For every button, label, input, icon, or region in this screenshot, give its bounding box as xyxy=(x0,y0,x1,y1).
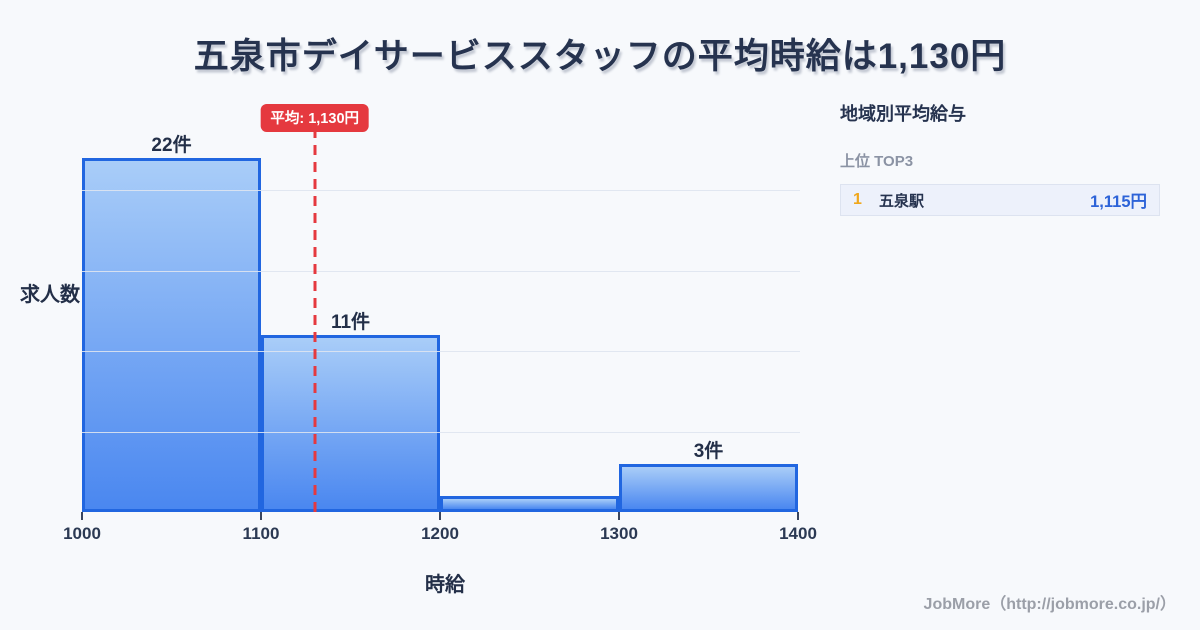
ranking-title: 地域別平均給与 xyxy=(840,104,966,124)
x-axis-label: 時給 xyxy=(425,574,465,596)
x-axis-tick xyxy=(797,512,799,520)
x-axis-tick-label: 1200 xyxy=(421,524,459,543)
ranking-subtitle: 上位 TOP3 xyxy=(840,153,914,170)
x-axis-tick xyxy=(618,512,620,520)
gridline xyxy=(82,190,800,191)
ranking-row: 1 五泉駅 1,115円 xyxy=(840,184,1160,216)
x-axis-tick xyxy=(260,512,262,520)
x-axis-tick-label: 1400 xyxy=(779,524,817,543)
gridline xyxy=(82,270,800,272)
x-axis-tick-label: 1300 xyxy=(600,524,638,543)
bar-count-label: 11件 xyxy=(330,311,371,333)
x-axis-tick xyxy=(439,512,441,520)
histogram-bar-3 xyxy=(619,463,798,512)
ranking-rows: 1 五泉駅 1,115円 xyxy=(840,184,1160,216)
histogram-bar-0 xyxy=(82,157,261,512)
bar-count-label: 22件 xyxy=(151,134,192,156)
rank-number: 1 xyxy=(853,191,862,208)
bar-count-label: 3件 xyxy=(693,440,724,462)
footer-credit: JobMore（http://jobmore.co.jp/） xyxy=(923,596,1176,613)
histogram-bar-2 xyxy=(440,495,619,512)
gridline xyxy=(82,351,800,352)
station-name: 五泉駅 xyxy=(879,192,925,210)
y-axis-label: 求人数 xyxy=(20,284,80,306)
region-ranking-panel: 地域別平均給与 上位 TOP3 1 五泉駅 1,115円 xyxy=(840,100,1160,216)
average-badge: 平均: 1,130円 xyxy=(260,104,370,132)
average-line xyxy=(313,128,317,512)
histogram-bar-1 xyxy=(261,334,440,512)
average-wage-value: 1,115円 xyxy=(1090,193,1147,211)
x-axis-tick xyxy=(81,512,83,520)
x-axis-tick-label: 1000 xyxy=(63,524,101,543)
gridline xyxy=(82,431,800,433)
page-title: 五泉市デイサービススタッフの平均時給は1,130円 xyxy=(193,37,1007,76)
x-axis-tick-label: 1100 xyxy=(242,524,280,543)
